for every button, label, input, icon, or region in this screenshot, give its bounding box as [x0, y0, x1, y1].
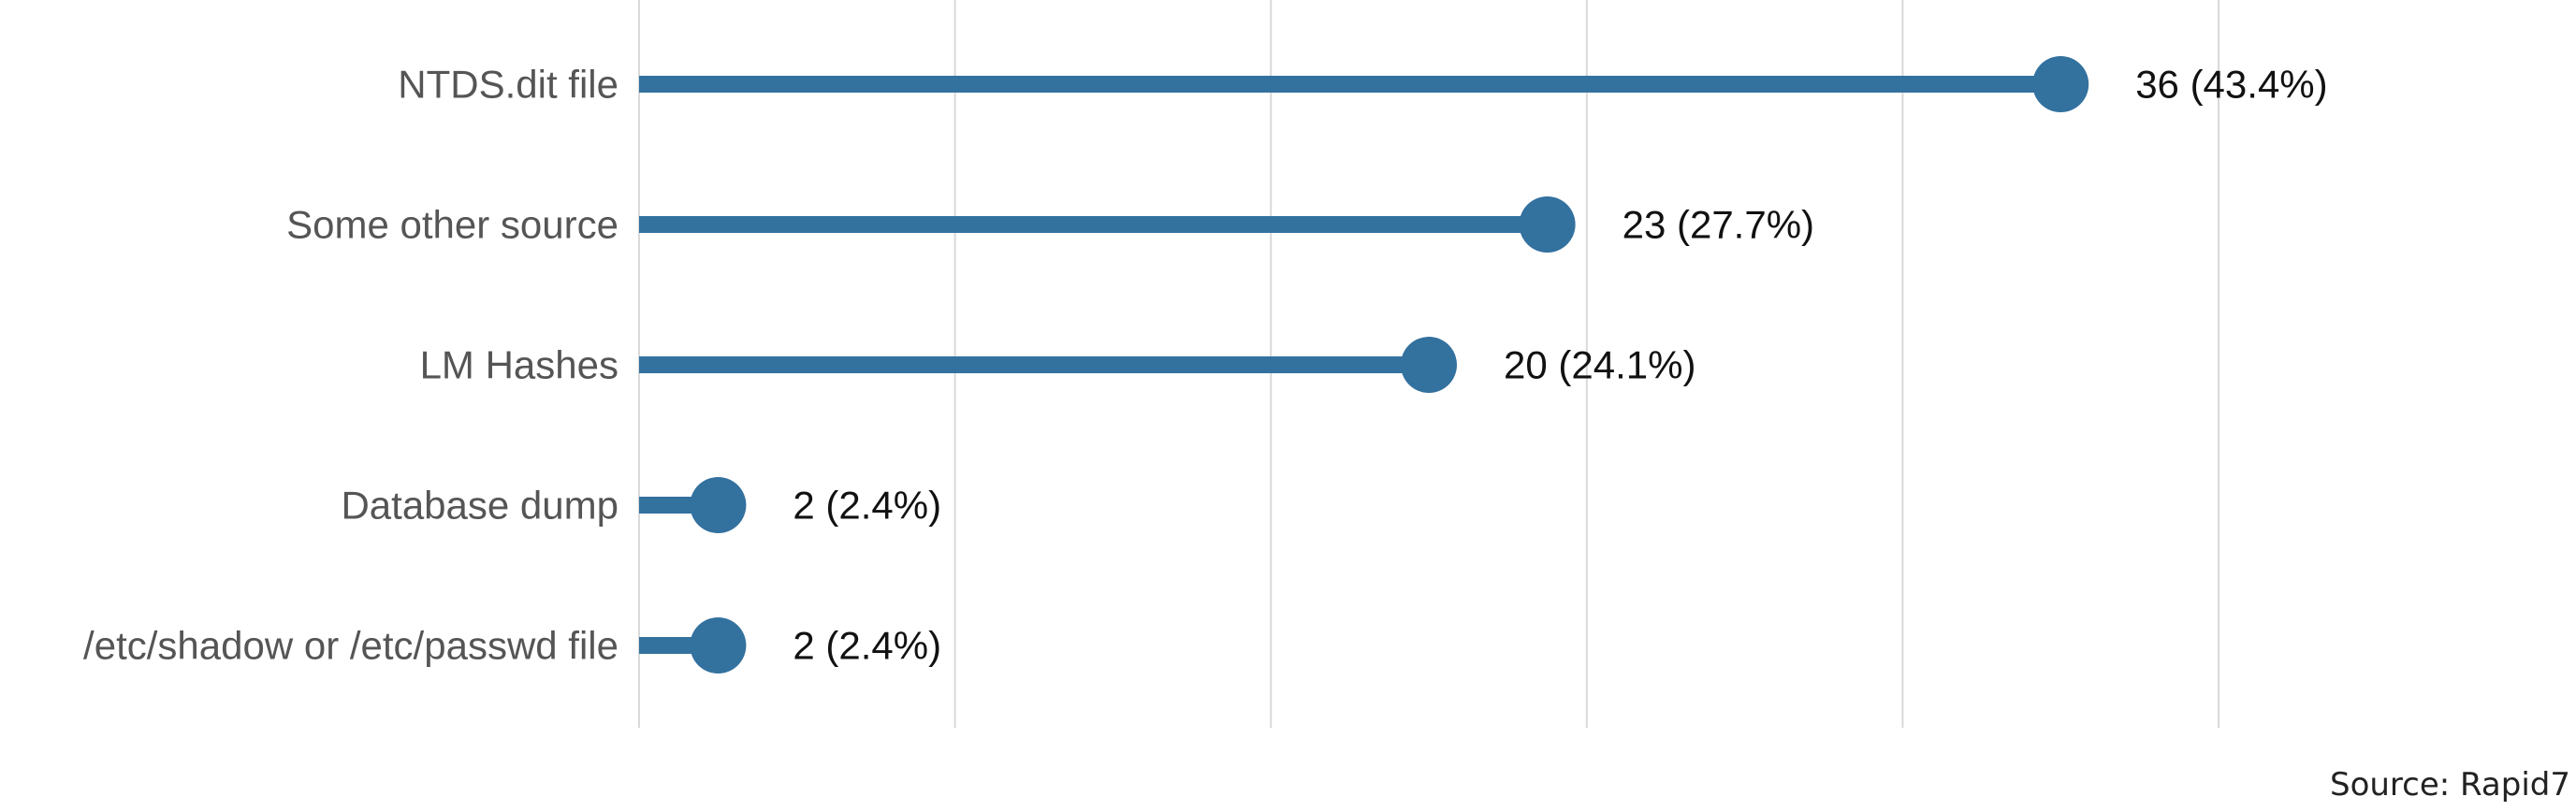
value-label: 2 (2.4%)	[793, 624, 941, 668]
category-label: Some other source	[286, 203, 619, 247]
value-label: 23 (27.7%)	[1623, 203, 1814, 247]
category-label: LM Hashes	[420, 343, 619, 387]
bar-dot	[690, 617, 747, 673]
source-note: Source: Rapid7	[2330, 766, 2570, 804]
category-labels: NTDS.dit file Some other source LM Hashes D…	[83, 63, 619, 668]
value-label: 20 (24.1%)	[1504, 343, 1696, 387]
value-label: 2 (2.4%)	[793, 484, 941, 528]
bar-dot	[1519, 196, 1576, 253]
bar-dot	[690, 477, 747, 533]
category-label: Database dump	[341, 484, 619, 528]
bar-dot	[1401, 337, 1457, 393]
value-labels: 36 (43.4%) 23 (27.7%) 20 (24.1%) 2 (2.4%) 2 …	[793, 63, 2327, 668]
value-label: 36 (43.4%)	[2135, 63, 2327, 107]
category-label: /etc/shadow or /etc/passwd file	[83, 624, 619, 668]
bar-dot	[2032, 56, 2089, 112]
category-label: NTDS.dit file	[398, 63, 619, 107]
bar-dots	[690, 56, 2089, 673]
bar-stems	[639, 76, 2061, 654]
